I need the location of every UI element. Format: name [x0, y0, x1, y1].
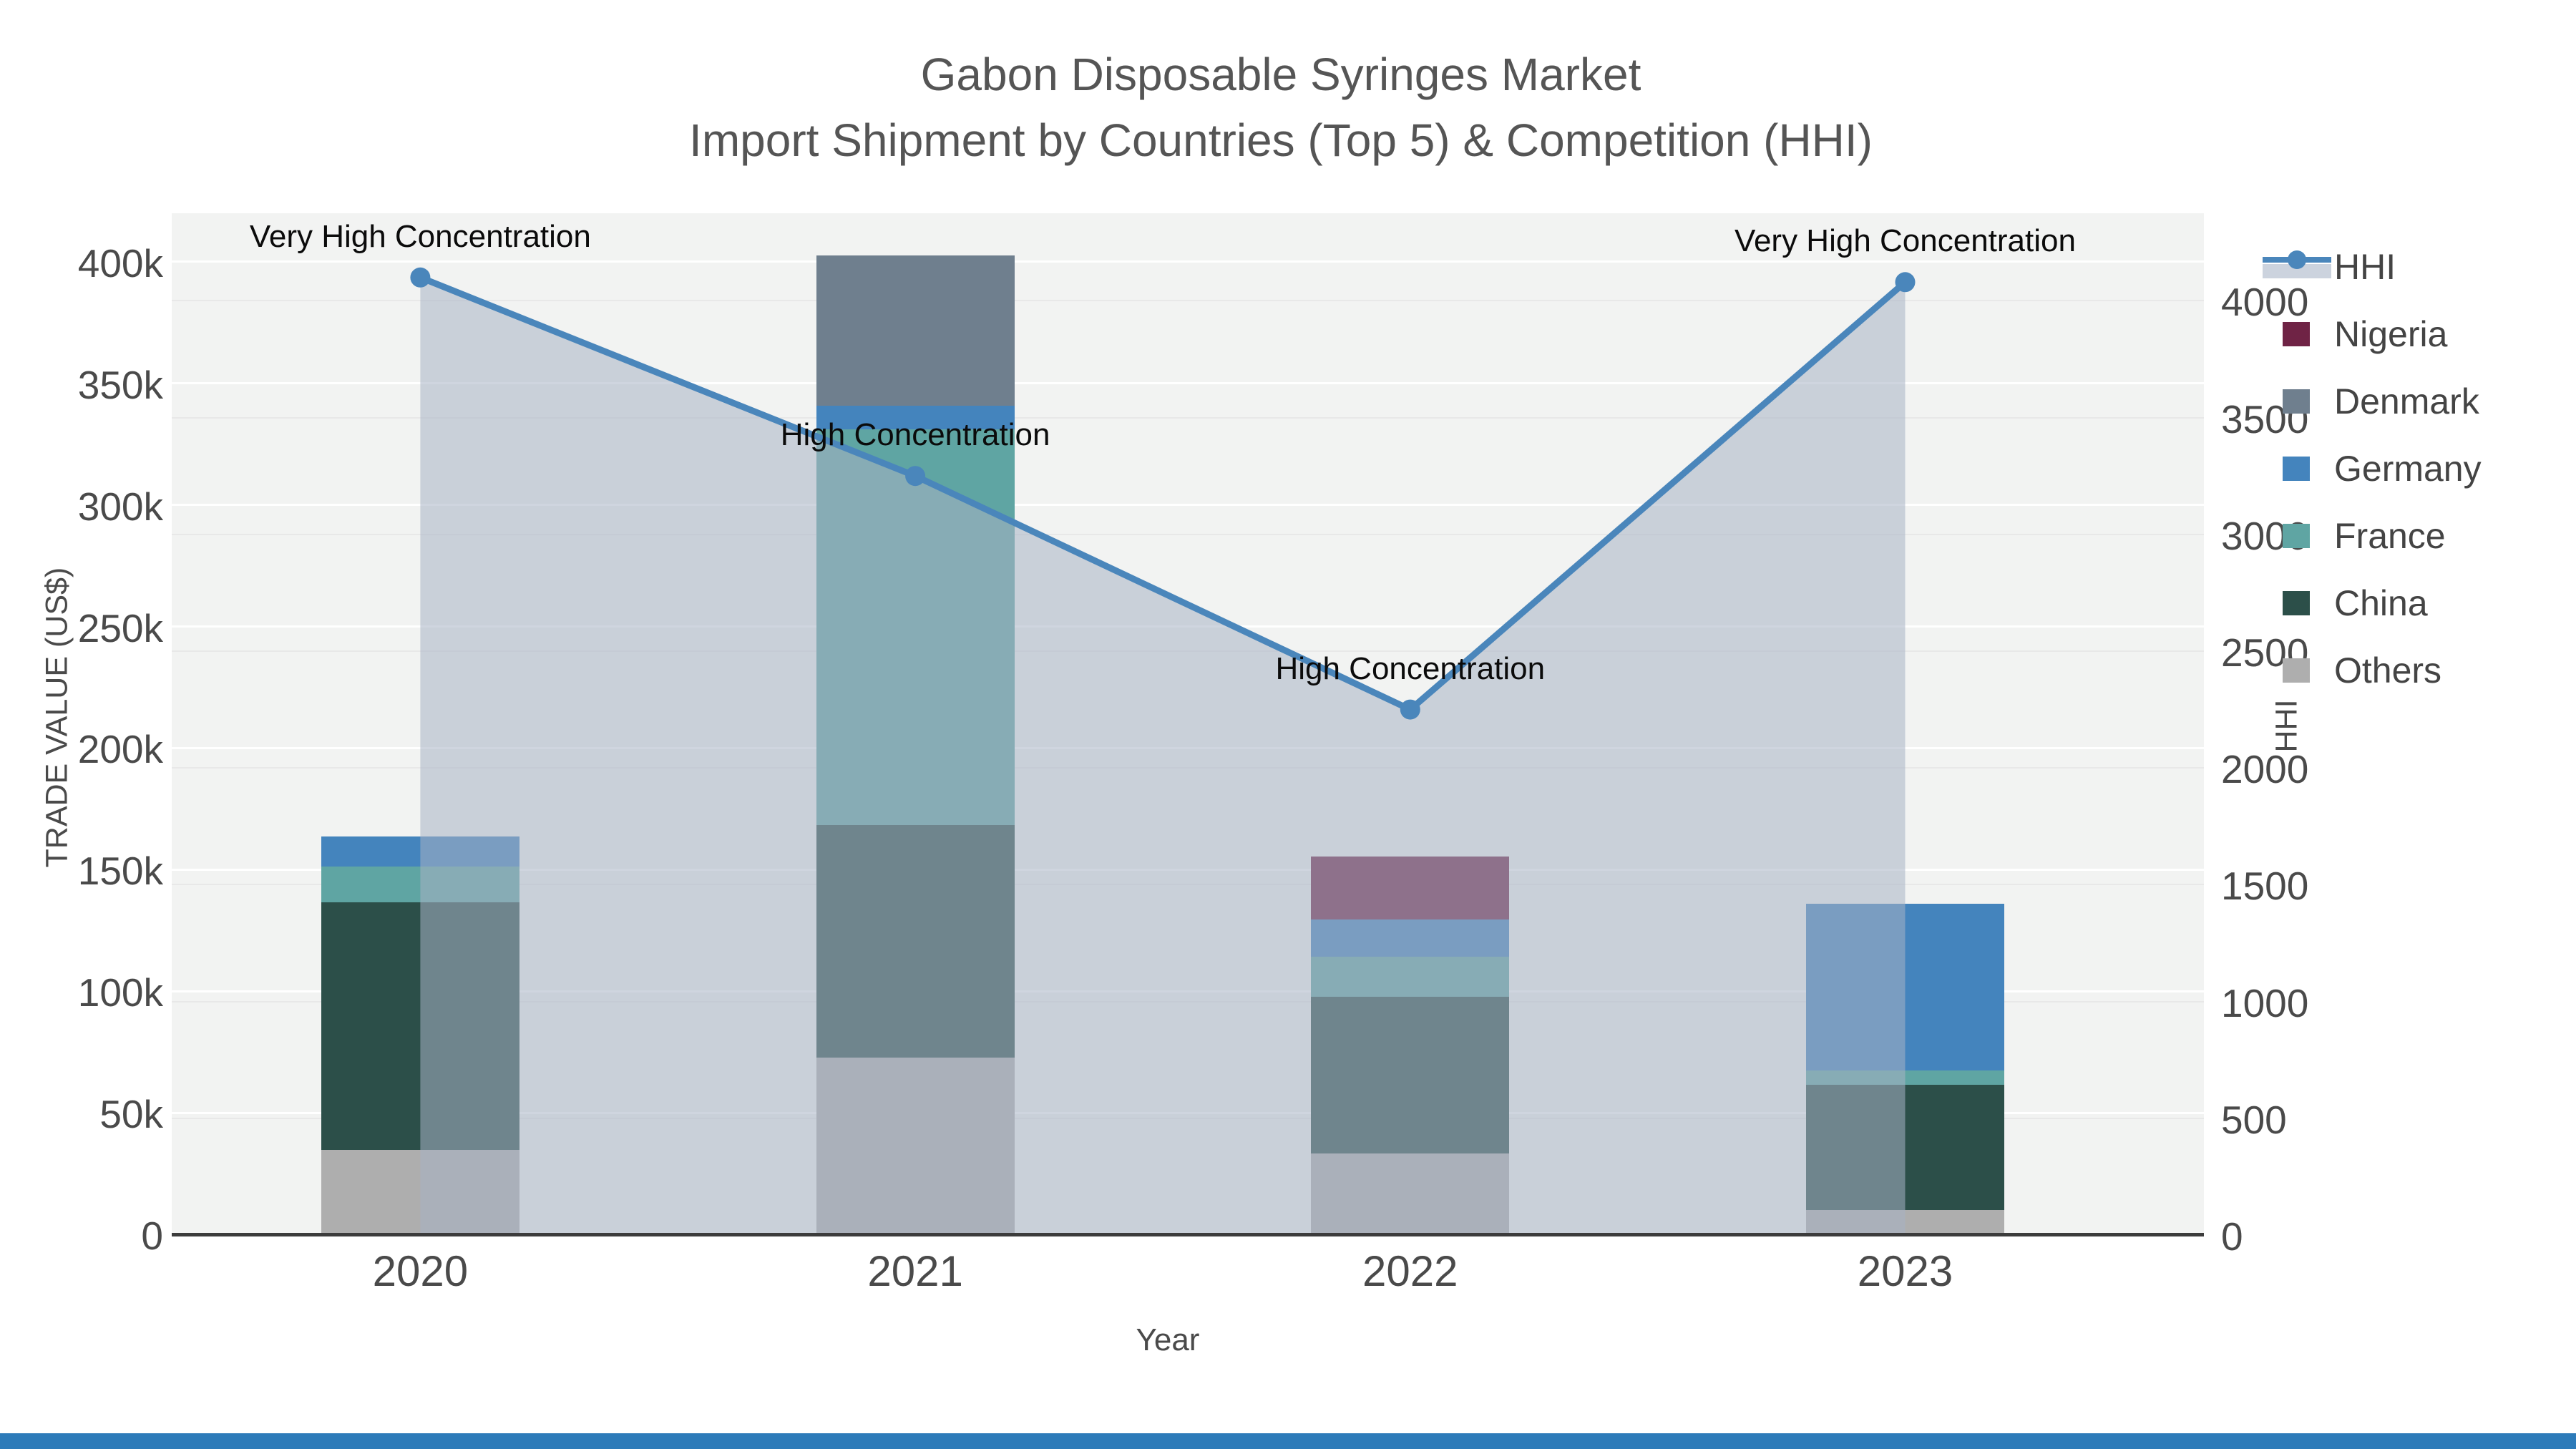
gridline-right-4000 [172, 300, 2204, 302]
legend-swatch-nigeria [2283, 322, 2310, 346]
legend-label-hhi: HHI [2334, 247, 2396, 287]
bar-segment-denmark-2021 [816, 255, 1015, 406]
gridline-left-250k [172, 625, 2204, 628]
x-tick-2020: 2020 [372, 1247, 469, 1295]
legend-label-germany: Germany [2334, 449, 2482, 489]
legend-hhi-marker-icon [2288, 250, 2306, 269]
bar-segment-germany-2022 [1311, 919, 1510, 957]
legend-item-france[interactable]: France [2263, 511, 2563, 561]
left-tick-0: 0 [141, 1214, 163, 1258]
legend-swatch-others [2283, 658, 2310, 683]
left-tick-100k: 100k [77, 970, 163, 1015]
bar-segment-others-2023 [1806, 1210, 2004, 1234]
bar-segment-others-2021 [816, 1057, 1015, 1234]
right-tick-500: 500 [2221, 1097, 2287, 1142]
x-tick-2022: 2022 [1362, 1247, 1458, 1295]
gridline-left-400k [172, 260, 2204, 263]
gridline-left-350k [172, 382, 2204, 385]
annotation-2020: Very High Concentration [249, 218, 591, 254]
right-tick-2000: 2000 [2221, 747, 2309, 792]
legend-swatch-china [2283, 591, 2310, 615]
right-tick-1500: 1500 [2221, 864, 2309, 909]
left-tick-50k: 50k [99, 1092, 163, 1137]
bar-segment-france-2021 [816, 429, 1015, 826]
legend-label-china: China [2334, 583, 2428, 623]
bar-segment-france-2023 [1806, 1070, 2004, 1085]
left-tick-400k: 400k [77, 240, 163, 286]
legend-item-nigeria[interactable]: Nigeria [2263, 309, 2563, 359]
bar-segment-nigeria-2022 [1311, 856, 1510, 919]
right-tick-1000: 1000 [2221, 980, 2309, 1025]
left-tick-150k: 150k [77, 849, 163, 894]
legend-item-germany[interactable]: Germany [2263, 444, 2563, 494]
left-tick-300k: 300k [77, 484, 163, 529]
legend-label-france: France [2334, 516, 2446, 556]
annotation-2022: High Concentration [1275, 650, 1546, 686]
x-axis-title: Year [1136, 1322, 1200, 1357]
left-tick-350k: 350k [77, 362, 163, 407]
legend-item-hhi[interactable]: HHI [2263, 242, 2563, 292]
x-tick-2023: 2023 [1857, 1247, 1953, 1295]
left-tick-200k: 200k [77, 727, 163, 772]
annotation-2023: Very High Concentration [1735, 223, 2076, 259]
annotation-2021: High Concentration [780, 417, 1050, 453]
legend-hhi-fill-sample [2263, 264, 2331, 278]
legend-swatch-germany [2283, 457, 2310, 481]
bar-segment-china-2023 [1806, 1085, 2004, 1210]
bar-segment-germany-2020 [321, 836, 519, 867]
gridline-left-300k [172, 504, 2204, 507]
legend-swatch-france [2283, 524, 2310, 548]
bar-segment-china-2021 [816, 825, 1015, 1058]
bar-segment-germany-2023 [1806, 903, 2004, 1070]
bar-segment-others-2020 [321, 1150, 519, 1234]
gridline-right-3500 [172, 416, 2204, 419]
chart-title-line2: Import Shipment by Countries (Top 5) & C… [689, 114, 1873, 166]
chart-title: Gabon Disposable Syringes Market Import … [0, 42, 2562, 173]
legend-item-china[interactable]: China [2263, 578, 2563, 628]
right-tick-0: 0 [2221, 1214, 2243, 1259]
left-tick-250k: 250k [77, 605, 163, 650]
legend-label-denmark: Denmark [2334, 381, 2479, 421]
gridline-left-200k [172, 746, 2204, 749]
bar-segment-france-2020 [321, 867, 519, 903]
x-tick-2021: 2021 [867, 1247, 963, 1295]
gridline-right-2500 [172, 650, 2204, 652]
legend-label-nigeria: Nigeria [2334, 314, 2448, 354]
legend-label-others: Others [2334, 650, 2442, 691]
gridline-right-3000 [172, 533, 2204, 535]
bar-segment-china-2020 [321, 902, 519, 1151]
right-tick-4000: 4000 [2221, 280, 2309, 325]
x-axis-line [172, 1233, 2204, 1236]
legend-swatch-denmark [2283, 389, 2310, 414]
bar-segment-others-2022 [1311, 1153, 1510, 1234]
gridline-right-2000 [172, 767, 2204, 769]
bar-segment-china-2022 [1311, 997, 1510, 1153]
bar-segment-france-2022 [1311, 956, 1510, 997]
legend-item-others[interactable]: Others [2263, 645, 2563, 696]
legend-item-denmark[interactable]: Denmark [2263, 376, 2563, 426]
chart-title-line1: Gabon Disposable Syringes Market [920, 49, 1641, 100]
footer-strip [0, 1433, 2576, 1449]
